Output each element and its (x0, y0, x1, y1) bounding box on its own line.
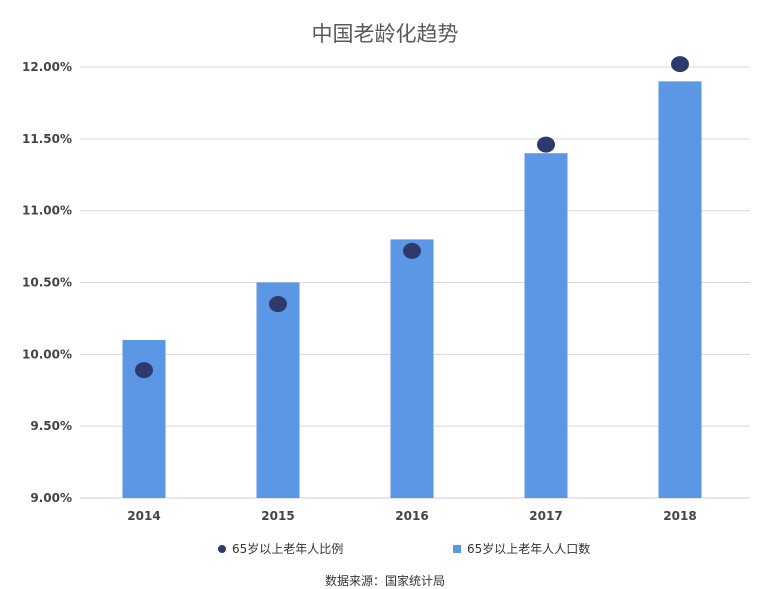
dot-2014[interactable] (135, 362, 153, 379)
dot-series (135, 56, 689, 379)
source-note: 数据来源：国家统计局 (324, 574, 445, 588)
bar-2015[interactable] (256, 282, 300, 499)
x-tick-label: 2014 (127, 509, 160, 523)
y-tick-label: 9.00% (30, 491, 72, 505)
bar-2018[interactable] (658, 81, 702, 498)
y-tick-label: 11.50% (22, 132, 72, 146)
dot-2015[interactable] (269, 296, 287, 313)
dot-2016[interactable] (403, 242, 421, 259)
x-tick-label: 2016 (395, 509, 428, 523)
y-tick-label: 10.50% (22, 276, 72, 290)
x-axis-ticks: 2014 2015 2016 2017 2018 (127, 509, 696, 523)
y-tick-label: 12.00% (22, 60, 72, 74)
legend-label-population: 65岁以上老年人人口数 (467, 542, 591, 556)
y-axis-ticks: 12.00% 11.50% 11.00% 10.50% 10.00% 9.50% 9.00% (22, 60, 72, 505)
x-tick-label: 2018 (663, 509, 696, 523)
bar-series (122, 81, 702, 499)
legend-bar-marker (453, 544, 461, 553)
y-tick-label: 9.50% (30, 419, 72, 433)
legend: 65岁以上老年人比例 65岁以上老年人人口数 (0, 540, 770, 562)
y-tick-label: 11.00% (22, 204, 72, 218)
legend-label-ratio: 65岁以上老年人比例 (232, 542, 344, 556)
x-tick-label: 2015 (261, 509, 294, 523)
legend-item-ratio: 65岁以上老年人比例 (218, 540, 343, 557)
dot-2018[interactable] (671, 56, 689, 73)
legend-item-population: 65岁以上老年人人口数 (453, 540, 590, 557)
bar-2016[interactable] (390, 239, 434, 498)
x-tick-label: 2017 (529, 509, 562, 523)
chart-title: 中国老龄化趋势 (311, 22, 459, 46)
bar-2017[interactable] (524, 153, 568, 498)
dot-2017[interactable] (537, 136, 555, 153)
chart-area: 12.00% 11.50% 11.00% 10.50% 10.00% 9.50% 9.00%… (22, 56, 750, 523)
y-tick-label: 10.00% (22, 347, 72, 361)
legend-dot-marker (218, 544, 226, 553)
